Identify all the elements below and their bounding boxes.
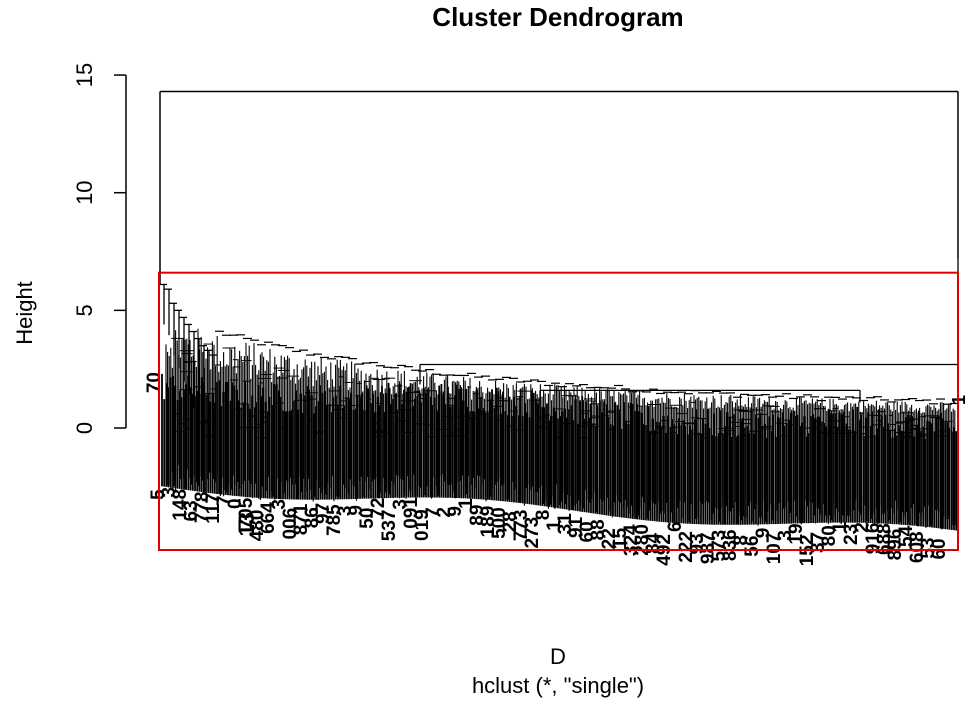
leaf-label-clutter: 23: [841, 524, 862, 545]
leaf-label-clutter: 836: [720, 529, 741, 561]
leaf-label-clutter: 0: [225, 498, 246, 509]
leaf-label-clutter: 15: [610, 527, 631, 549]
leaf-label-clutter: 705: [236, 497, 257, 529]
leaf-label-clutter: 222: [676, 531, 697, 563]
leaf-label-clutter: 871: [291, 503, 312, 535]
leaf-label-clutter: 537: [379, 510, 400, 542]
leaf-label-clutter: 006: [280, 508, 301, 540]
leaf-label-clutter: 280: [632, 524, 653, 556]
leaf-label-clutter: 573: [709, 530, 730, 562]
leaf-label-clutter: 28: [500, 511, 521, 532]
leaf-label-clutter: 19: [786, 523, 807, 544]
leaf-label-clutter: 3: [775, 530, 796, 541]
leaf-label-clutter: 7: [214, 496, 235, 507]
method-sublabel: hclust (*, "single"): [472, 673, 644, 698]
leaf-label-clutter: 7: [423, 507, 444, 518]
leaf-label-clutter: 97: [313, 503, 334, 524]
leaf-label-clutter: 3: [335, 506, 356, 517]
leaf-label-clutter: 80: [819, 525, 840, 546]
y-tick-label: 0: [72, 422, 97, 434]
leaf-label-clutter: 22: [599, 528, 620, 549]
leaf-label-clutter: 9: [753, 528, 774, 539]
leaf-label-clutter: 916: [863, 523, 884, 555]
leaf-label-clutter: 148: [170, 489, 191, 521]
leaf-label-clutter: 53: [918, 538, 939, 559]
y-tick-label: 15: [72, 63, 97, 87]
leaf-label-clutter: 500: [489, 507, 510, 539]
leaf-label-clutter: 480: [247, 510, 268, 542]
leaf-label-clutter: 664: [258, 502, 279, 534]
leaf-label-clutter: 2: [434, 507, 455, 518]
leaf-label-clutter: 72: [368, 498, 389, 519]
leaf-label-clutter: 8: [731, 535, 752, 546]
leaf-label-clutter: 50: [357, 508, 378, 529]
leaf-label-clutter: 63: [181, 500, 202, 521]
leaf-label-clutter: 608: [907, 531, 928, 563]
leaf-label-clutter: 89: [467, 505, 488, 526]
leaf-label-clutter: 189: [478, 506, 499, 538]
leaf-label: 13: [234, 512, 259, 536]
leaf-label-clutter: 1: [544, 520, 565, 531]
y-axis-label: Height: [12, 281, 37, 345]
leaf-label-clutter: 91: [566, 516, 587, 538]
leaf-label-clutter: 60: [929, 538, 950, 559]
leaf-label: 70: [144, 372, 165, 393]
leaf-label-clutter: 60: [577, 521, 598, 542]
leaf-label-clutter: 1: [456, 498, 477, 509]
leaf-label-clutter: 091: [401, 497, 422, 529]
leaf-label-clutter: 9: [346, 505, 367, 516]
y-axis: 0 5 10 15: [72, 63, 127, 434]
leaf-label-clutter: 6: [665, 521, 686, 532]
leaf-label-clutter: 3: [390, 499, 411, 510]
leaf-label-clutter: 31: [555, 513, 576, 535]
leaf-label-clutter: 896: [885, 529, 906, 561]
dendrogram-dense-region: [161, 328, 959, 531]
leaf-label-clutter: 86: [302, 507, 323, 528]
leaf-label-clutter: 1: [830, 521, 851, 532]
leaf-label-clutter: 37: [808, 532, 829, 553]
leaf-label-clutter: 3: [269, 499, 290, 510]
leaf-label-clutter: 778: [192, 491, 213, 523]
leaf-label-clutter: 117: [203, 493, 224, 524]
leaf-label-clutter: 273: [522, 517, 543, 549]
y-tick-label: 5: [72, 304, 97, 316]
leaf-label-clutter: 773: [511, 510, 532, 542]
leaf-label-clutter: 54: [896, 525, 917, 547]
cluster-cut-rectangle: [158, 271, 959, 551]
y-tick-label: 10: [72, 180, 97, 204]
leaf-label-clutter: 785: [324, 504, 345, 536]
leaf-label-clutter: 84: [643, 532, 664, 554]
leaf-label-clutter: 56: [742, 536, 763, 557]
x-axis-label: D: [550, 644, 566, 669]
leaf-label-clutter: 3: [159, 487, 180, 498]
leaf-label-clutter: 019: [412, 509, 433, 541]
chart-title: Cluster Dendrogram: [432, 2, 683, 32]
leaf-label-clutter: 324: [621, 524, 642, 556]
leaf-label-clutter: 8: [533, 510, 554, 521]
leaf-label-clutter: 688: [874, 523, 895, 555]
leaf-labels: 7013153148637781177070548066430068718697…: [144, 372, 969, 566]
leaf-label-clutter: 9: [445, 506, 466, 517]
leaf-label-clutter: 2: [852, 522, 873, 533]
leaf-label-clutter: 107: [764, 533, 785, 565]
leaf-label-clutter: 987: [698, 532, 719, 564]
leaf-label-clutter: 88: [588, 519, 609, 540]
